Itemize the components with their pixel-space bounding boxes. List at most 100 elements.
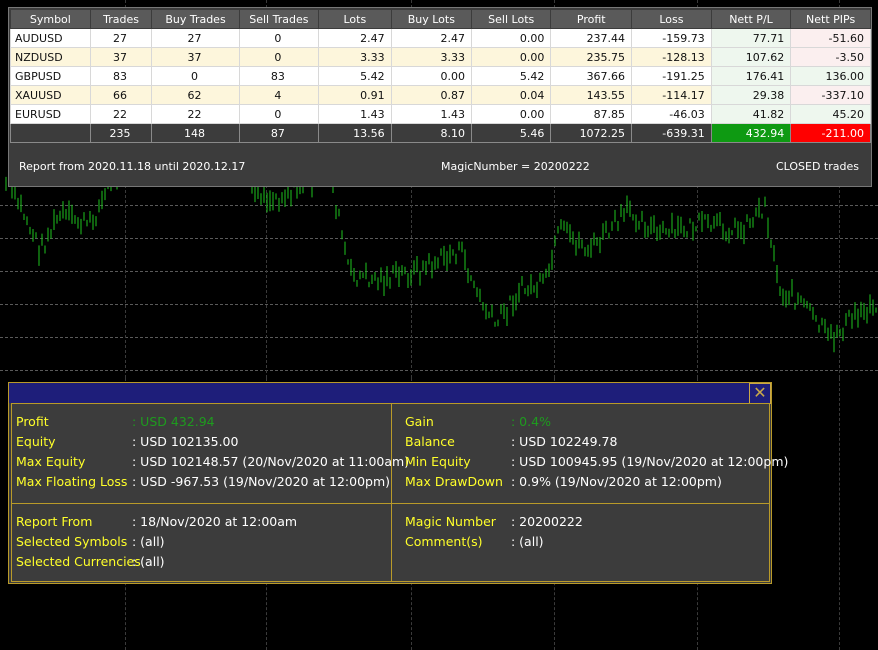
selected-symbols-value: : (all) bbox=[132, 534, 165, 549]
cell-trades: 27 bbox=[89, 28, 153, 48]
cell-buy-lots: 0.87 bbox=[390, 85, 473, 105]
comments-label: Comment(s) bbox=[405, 534, 483, 549]
selected-currencies-label: Selected Currencies bbox=[16, 554, 141, 569]
closed-trades-label: CLOSED trades bbox=[775, 160, 859, 173]
balance-label: Balance bbox=[405, 434, 455, 449]
chart-gridline bbox=[0, 337, 878, 338]
profit-label: Profit bbox=[16, 414, 49, 429]
trade-summary-table: Symbol Trades Buy Trades Sell Trades Lot… bbox=[10, 9, 871, 143]
column-header-symbol[interactable]: Symbol bbox=[10, 9, 91, 29]
magic-filter-box: Magic Number : 20200222 Comment(s) : (al… bbox=[391, 503, 770, 582]
total-lots: 13.56 bbox=[318, 123, 392, 143]
min-equity-value: : USD 100945.95 (19/Nov/2020 at 12:00pm) bbox=[511, 454, 789, 469]
balance-value: : USD 102249.78 bbox=[511, 434, 618, 449]
trade-summary-panel: Symbol Trades Buy Trades Sell Trades Lot… bbox=[8, 7, 872, 187]
table-row[interactable]: GBPUSD 83 0 83 5.42 0.00 5.42 367.66 -19… bbox=[10, 66, 871, 86]
column-header-loss[interactable]: Loss bbox=[631, 9, 712, 29]
cell-nett-pips: -3.50 bbox=[790, 47, 871, 67]
column-header-buy-lots[interactable]: Buy Lots bbox=[390, 9, 473, 29]
cell-nett-pips: -51.60 bbox=[790, 28, 871, 48]
table-row[interactable]: XAUUSD 66 62 4 0.91 0.87 0.04 143.55 -11… bbox=[10, 85, 871, 105]
chart-gridline bbox=[411, 0, 412, 378]
cell-nett-pips: 136.00 bbox=[790, 66, 871, 86]
cell-trades: 83 bbox=[89, 66, 153, 86]
table-row[interactable]: NZDUSD 37 37 0 3.33 3.33 0.00 235.75 -12… bbox=[10, 47, 871, 67]
close-button[interactable]: ✕ bbox=[749, 383, 771, 404]
cell-symbol: NZDUSD bbox=[10, 47, 91, 67]
column-header-buy-trades[interactable]: Buy Trades bbox=[151, 9, 240, 29]
price-chart[interactable] bbox=[0, 0, 878, 378]
cell-loss: -191.25 bbox=[631, 66, 712, 86]
column-header-nett-pips[interactable]: Nett PIPs bbox=[790, 9, 871, 29]
total-nett-pl: 432.94 bbox=[710, 123, 792, 143]
cell-nett-pl: 77.71 bbox=[710, 28, 792, 48]
report-filter-box: Report From : 18/Nov/2020 at 12:00am Sel… bbox=[11, 503, 392, 582]
cell-trades: 22 bbox=[89, 104, 153, 124]
cell-profit: 143.55 bbox=[550, 85, 633, 105]
statistics-dialog: ✕ Profit : USD 432.94 Equity : USD 10213… bbox=[8, 382, 788, 584]
chart-gridline bbox=[0, 271, 878, 272]
cell-nett-pl: 41.82 bbox=[710, 104, 792, 124]
cell-buy-trades: 27 bbox=[151, 28, 240, 48]
cell-nett-pl: 29.38 bbox=[710, 85, 792, 105]
magic-number-label: Magic Number bbox=[405, 514, 496, 529]
cell-sell-lots: 0.04 bbox=[471, 85, 552, 105]
cell-buy-lots: 1.43 bbox=[390, 104, 473, 124]
chart-gridline bbox=[125, 0, 126, 378]
cell-sell-lots: 0.00 bbox=[471, 104, 552, 124]
total-nett-pips: -211.00 bbox=[790, 123, 871, 143]
cell-lots: 3.33 bbox=[318, 47, 392, 67]
price-bars bbox=[5, 127, 877, 353]
total-buy-trades: 148 bbox=[151, 123, 240, 143]
column-header-lots[interactable]: Lots bbox=[318, 9, 392, 29]
total-symbol bbox=[10, 123, 91, 143]
cell-sell-trades: 0 bbox=[238, 28, 320, 48]
total-loss: -639.31 bbox=[631, 123, 712, 143]
column-header-sell-trades[interactable]: Sell Trades bbox=[238, 9, 320, 29]
cell-nett-pl: 107.62 bbox=[710, 47, 792, 67]
chart-gridline bbox=[0, 205, 878, 206]
cell-sell-trades: 0 bbox=[238, 104, 320, 124]
close-icon: ✕ bbox=[753, 383, 767, 402]
cell-buy-trades: 37 bbox=[151, 47, 240, 67]
cell-sell-trades: 0 bbox=[238, 47, 320, 67]
cell-buy-trades: 62 bbox=[151, 85, 240, 105]
cell-buy-lots: 2.47 bbox=[390, 28, 473, 48]
cell-buy-trades: 0 bbox=[151, 66, 240, 86]
chart-gridline bbox=[839, 378, 840, 650]
magic-number-value: : 20200222 bbox=[511, 514, 583, 529]
max-drawdown-label: Max DrawDown bbox=[405, 474, 503, 489]
cell-trades: 66 bbox=[89, 85, 153, 105]
selected-currencies-value: : (all) bbox=[132, 554, 165, 569]
cell-symbol: XAUUSD bbox=[10, 85, 91, 105]
table-row[interactable]: AUDUSD 27 27 0 2.47 2.47 0.00 237.44 -15… bbox=[10, 28, 871, 48]
account-stats-box: Profit : USD 432.94 Equity : USD 102135.… bbox=[11, 403, 409, 504]
cell-lots: 5.42 bbox=[318, 66, 392, 86]
gain-label: Gain bbox=[405, 414, 434, 429]
chart-gridline bbox=[554, 0, 555, 378]
cell-nett-pips: -337.10 bbox=[790, 85, 871, 105]
cell-lots: 0.91 bbox=[318, 85, 392, 105]
column-header-sell-lots[interactable]: Sell Lots bbox=[471, 9, 552, 29]
cell-loss: -159.73 bbox=[631, 28, 712, 48]
totals-row: 235 148 87 13.56 8.10 5.46 1072.25 -639.… bbox=[10, 123, 871, 143]
cell-profit: 235.75 bbox=[550, 47, 633, 67]
table-row[interactable]: EURUSD 22 22 0 1.43 1.43 0.00 87.85 -46.… bbox=[10, 104, 871, 124]
cell-loss: -128.13 bbox=[631, 47, 712, 67]
cell-nett-pl: 176.41 bbox=[710, 66, 792, 86]
column-header-nett-pl[interactable]: Nett P/L bbox=[710, 9, 792, 29]
chart-gridline bbox=[697, 0, 698, 378]
cell-symbol: AUDUSD bbox=[10, 28, 91, 48]
gain-value: : 0.4% bbox=[511, 414, 551, 429]
column-header-trades[interactable]: Trades bbox=[89, 9, 153, 29]
cell-profit: 87.85 bbox=[550, 104, 633, 124]
column-header-profit[interactable]: Profit bbox=[550, 9, 633, 29]
chart-gridline bbox=[0, 304, 878, 305]
chart-gridline bbox=[0, 238, 878, 239]
cell-profit: 367.66 bbox=[550, 66, 633, 86]
profit-value: : USD 432.94 bbox=[132, 414, 215, 429]
dialog-title-bar[interactable] bbox=[9, 383, 749, 403]
cell-sell-trades: 83 bbox=[238, 66, 320, 86]
cell-loss: -46.03 bbox=[631, 104, 712, 124]
cell-sell-trades: 4 bbox=[238, 85, 320, 105]
